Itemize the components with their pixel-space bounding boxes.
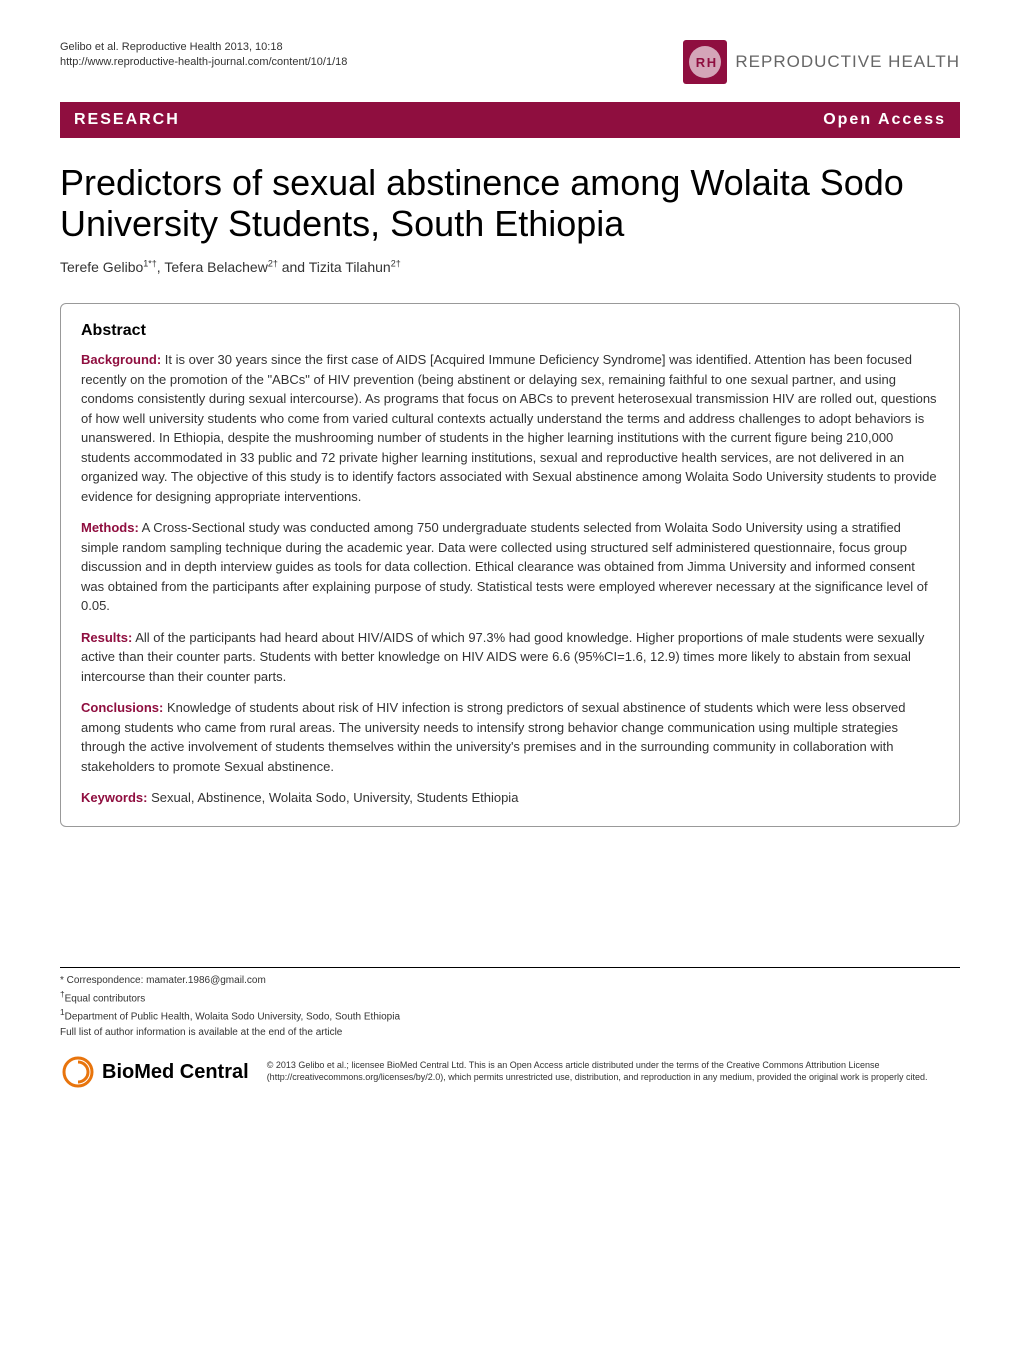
keywords-label: Keywords: <box>81 790 147 805</box>
conclusions-label: Conclusions: <box>81 700 163 715</box>
journal-logo: R H REPRODUCTIVE HEALTH <box>683 40 960 84</box>
methods-label: Methods: <box>81 520 139 535</box>
affiliation-text: Department of Public Health, Wolaita Sod… <box>65 1012 400 1023</box>
abstract-background: Background: It is over 30 years since th… <box>81 350 939 506</box>
license-text: © 2013 Gelibo et al.; licensee BioMed Ce… <box>267 1060 960 1083</box>
affiliation-line: 1Department of Public Health, Wolaita So… <box>60 1007 960 1024</box>
citation-line-2: http://www.reproductive-health-journal.c… <box>60 55 347 70</box>
background-text: It is over 30 years since the first case… <box>81 352 937 504</box>
citation-line-1: Gelibo et al. Reproductive Health 2013, … <box>60 40 347 55</box>
header-bar: Gelibo et al. Reproductive Health 2013, … <box>60 40 960 84</box>
equal-contributors-line: †Equal contributors <box>60 989 960 1006</box>
abstract-box: Abstract Background: It is over 30 years… <box>60 303 960 827</box>
journal-name: REPRODUCTIVE HEALTH <box>735 52 960 72</box>
background-label: Background: <box>81 352 161 367</box>
correspondence-line: * Correspondence: mamater.1986@gmail.com <box>60 974 960 988</box>
open-access-label: Open Access <box>823 111 946 129</box>
research-type-bar: RESEARCH Open Access <box>60 102 960 138</box>
citation-block: Gelibo et al. Reproductive Health 2013, … <box>60 40 347 71</box>
abstract-keywords: Keywords: Sexual, Abstinence, Wolaita So… <box>81 788 939 808</box>
footer-section: * Correspondence: mamater.1986@gmail.com… <box>60 967 960 1090</box>
keywords-text: Sexual, Abstinence, Wolaita Sodo, Univer… <box>147 790 518 805</box>
methods-text: A Cross-Sectional study was conducted am… <box>81 520 928 613</box>
article-title: Predictors of sexual abstinence among Wo… <box>60 162 960 245</box>
results-text: All of the participants had heard about … <box>81 630 924 684</box>
results-label: Results: <box>81 630 132 645</box>
abstract-heading: Abstract <box>81 322 939 340</box>
conclusions-text: Knowledge of students about risk of HIV … <box>81 700 905 774</box>
biomed-circle-icon <box>60 1054 96 1090</box>
biomed-logo: BioMed Central <box>60 1054 249 1090</box>
author-names: Terefe Gelibo1*†, Tefera Belachew2† and … <box>60 259 401 275</box>
full-author-line: Full list of author information is avail… <box>60 1026 960 1040</box>
abstract-conclusions: Conclusions: Knowledge of students about… <box>81 698 939 776</box>
authors-line: Terefe Gelibo1*†, Tefera Belachew2† and … <box>60 259 960 276</box>
abstract-methods: Methods: A Cross-Sectional study was con… <box>81 518 939 616</box>
logo-badge-icon: R H <box>683 40 727 84</box>
research-label: RESEARCH <box>74 111 180 129</box>
equal-text: Equal contributors <box>65 993 146 1004</box>
abstract-results: Results: All of the participants had hea… <box>81 628 939 687</box>
license-row: BioMed Central © 2013 Gelibo et al.; lic… <box>60 1054 960 1090</box>
logo-circle-text: R H <box>689 46 721 78</box>
biomed-text: BioMed Central <box>102 1058 249 1086</box>
